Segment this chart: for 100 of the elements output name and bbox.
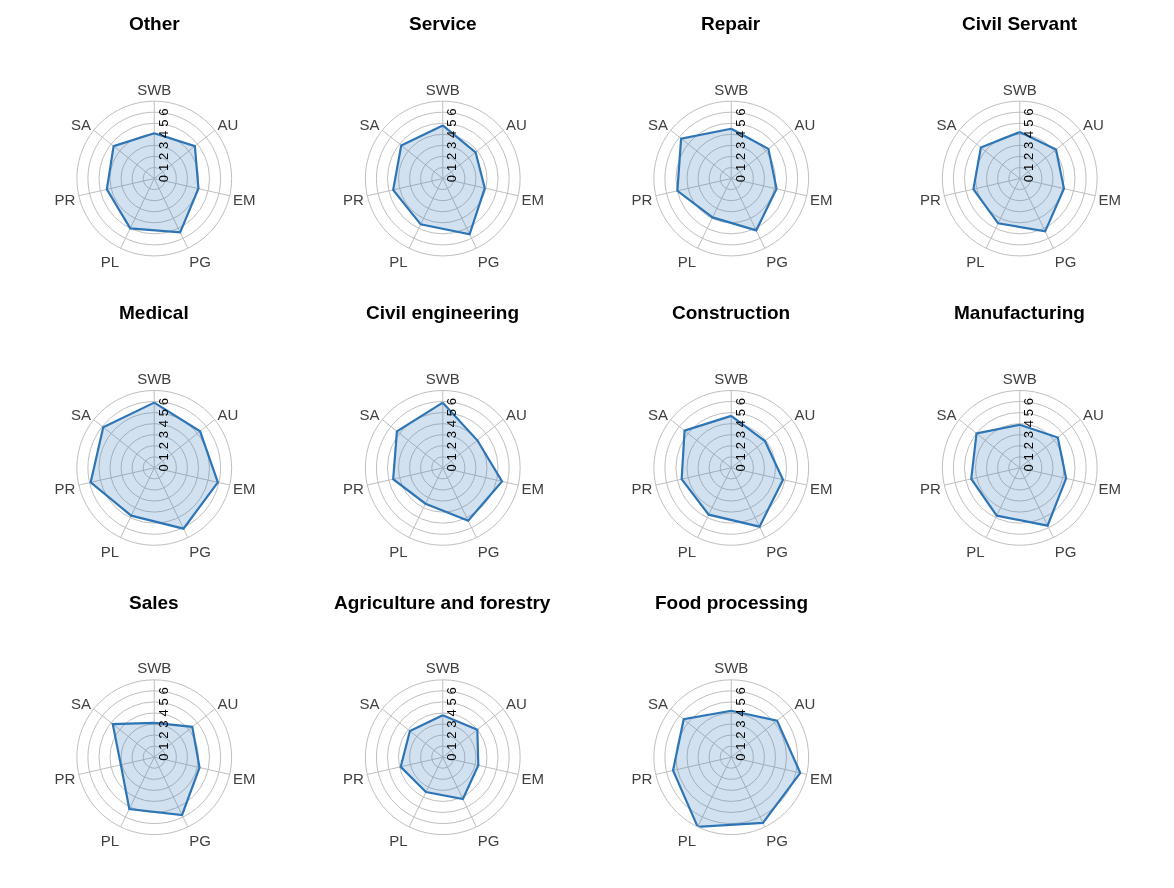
y-tick-label: 0 (444, 174, 460, 183)
y-tick-label: 1 (444, 163, 460, 172)
y-tick-label: 4 (155, 130, 171, 138)
y-tick-label: 5 (732, 408, 748, 417)
y-tick-label: 1 (444, 453, 460, 461)
y-tick-label: 4 (444, 420, 460, 428)
chart-title: Agriculture and forestry (334, 592, 551, 613)
y-tick-label: 2 (1021, 152, 1037, 161)
y-tick-label: 1 (155, 163, 171, 172)
spoke-label: PG (766, 542, 789, 560)
y-tick-label: 4 (155, 709, 171, 717)
spoke-label: EM (521, 769, 545, 787)
spoke-label: PR (631, 769, 653, 787)
spoke-label: EM (233, 769, 256, 787)
spoke-label: EM (810, 190, 833, 208)
y-tick-label: 3 (155, 431, 171, 439)
y-tick-label: 1 (155, 453, 171, 461)
spoke-label: AU (1083, 405, 1104, 423)
y-tick-label: 1 (732, 742, 748, 750)
spoke-label: SWB (714, 369, 749, 387)
y-tick-label: 6 (444, 687, 460, 695)
y-tick-label: 4 (1021, 130, 1037, 138)
spoke-label: PG (477, 253, 500, 271)
spoke-label: SA (70, 405, 91, 423)
y-tick-label: 5 (155, 119, 171, 127)
spoke-label: PR (343, 480, 365, 498)
y-tick-label: 4 (444, 709, 460, 717)
y-tick-label: 2 (444, 152, 460, 161)
y-tick-label: 4 (732, 130, 748, 138)
y-tick-label: 1 (732, 163, 748, 172)
y-tick-label: 6 (732, 397, 748, 406)
spoke-label: SA (936, 116, 957, 134)
spoke-label: AU (217, 405, 239, 423)
chart-title: Civil engineering (366, 302, 520, 323)
y-tick-label: 0 (732, 464, 748, 472)
spoke-label: PL (100, 831, 120, 849)
spoke-label: SWB (1002, 80, 1037, 98)
spoke-label: AU (794, 405, 816, 423)
y-tick-label: 1 (1021, 453, 1037, 461)
spoke-label: EM (1098, 480, 1122, 498)
y-tick-label: 5 (155, 408, 171, 417)
spoke-label: EM (521, 190, 545, 208)
spoke-label: PG (766, 253, 789, 271)
spoke-label: PR (54, 480, 76, 498)
y-tick-label: 1 (155, 742, 171, 750)
y-tick-label: 3 (444, 431, 460, 439)
y-tick-label: 4 (155, 420, 171, 428)
y-tick-label: 3 (1021, 431, 1037, 439)
spoke-label: PL (677, 542, 697, 560)
y-tick-label: 2 (444, 442, 460, 450)
spoke-label: PR (631, 480, 653, 498)
y-tick-label: 0 (732, 753, 748, 761)
y-tick-label: 2 (444, 731, 460, 739)
y-tick-label: 3 (155, 720, 171, 728)
spoke-label: PL (389, 542, 408, 560)
spoke-label: PL (966, 542, 985, 560)
spoke-label: PG (189, 542, 212, 560)
spoke-label: EM (233, 480, 256, 498)
spoke-label: PL (100, 542, 120, 560)
y-tick-label: 0 (1021, 464, 1037, 472)
spoke-label: PG (1054, 253, 1077, 271)
spoke-label: PL (966, 253, 985, 271)
spoke-label: AU (794, 695, 816, 712)
chart-title: Civil Servant (962, 13, 1078, 34)
spoke-label: PR (54, 769, 76, 787)
spoke-label: SWB (137, 369, 172, 387)
y-tick-label: 3 (444, 141, 460, 149)
y-tick-label: 6 (1021, 397, 1037, 406)
y-tick-label: 2 (1021, 442, 1037, 450)
spoke-label: PG (189, 831, 212, 849)
spoke-label: AU (1083, 116, 1104, 134)
y-tick-label: 2 (732, 152, 748, 161)
y-tick-label: 5 (732, 698, 748, 706)
y-tick-label: 6 (444, 397, 460, 406)
y-tick-label: 6 (155, 687, 171, 695)
y-tick-label: 3 (732, 720, 748, 728)
y-tick-label: 6 (732, 108, 748, 116)
y-tick-label: 2 (732, 731, 748, 739)
spoke-label: SA (647, 116, 668, 134)
y-tick-label: 5 (444, 119, 460, 127)
y-tick-label: 6 (732, 687, 748, 695)
spoke-label: PL (100, 253, 120, 271)
spoke-label: SWB (137, 659, 172, 677)
chart-title: Manufacturing (954, 302, 1085, 323)
spoke-label: SA (70, 695, 91, 712)
y-tick-label: 4 (444, 130, 460, 138)
y-tick-label: 5 (732, 119, 748, 127)
chart-title: Food processing (655, 592, 809, 613)
spoke-label: PR (343, 190, 365, 208)
y-tick-label: 3 (732, 431, 748, 439)
chart-title: Repair (701, 13, 761, 34)
spoke-label: EM (1098, 190, 1122, 208)
spoke-label: PR (920, 190, 942, 208)
chart-title: Service (409, 13, 477, 34)
y-tick-label: 3 (155, 141, 171, 149)
spoke-label: SA (359, 695, 380, 712)
y-tick-label: 2 (155, 731, 171, 739)
spoke-label: EM (810, 480, 833, 498)
spoke-label: AU (217, 116, 239, 134)
y-tick-label: 6 (444, 108, 460, 116)
